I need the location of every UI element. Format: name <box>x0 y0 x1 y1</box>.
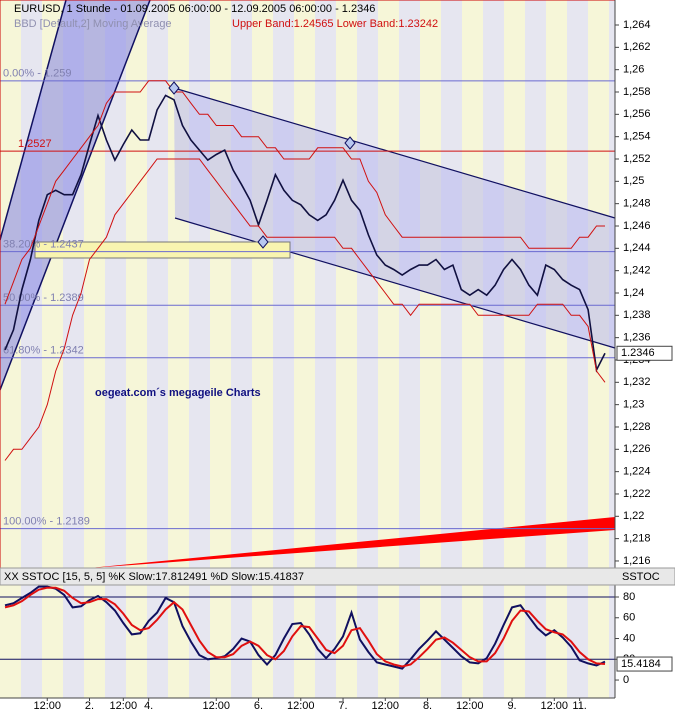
session-stripe <box>357 0 378 698</box>
session-stripe <box>84 0 105 698</box>
x-tick-label: 8. <box>423 700 432 712</box>
falling-channel <box>174 88 615 348</box>
session-stripe <box>546 0 567 698</box>
series-line <box>4 585 606 670</box>
channel-line <box>174 217 616 349</box>
marker <box>168 81 180 95</box>
level-label: 1.2527 <box>18 138 52 150</box>
series-line <box>4 80 605 305</box>
session-stripe <box>252 0 273 698</box>
session-stripe <box>483 0 504 698</box>
y-tick-label: 1,24 <box>623 287 644 299</box>
x-tick-label: 12:00 <box>110 700 138 712</box>
session-stripe <box>315 0 336 698</box>
series-line <box>4 94 606 373</box>
last-value-label: 1.2346 <box>621 347 655 359</box>
session-stripe <box>588 0 609 698</box>
x-tick-label: 12:00 <box>203 700 231 712</box>
session-stripe <box>441 0 462 698</box>
x-tick-label: 12:00 <box>456 700 484 712</box>
last-value-box <box>616 656 673 672</box>
y-tick-label: 40 <box>623 632 635 644</box>
level-label: 50.00% - 1.2389 <box>3 292 84 304</box>
last-value-label: 15.4184 <box>621 658 661 670</box>
level-label: 0.00% - 1.259 <box>3 68 72 80</box>
y-tick-label: 1,246 <box>623 220 651 232</box>
x-tick-label: 9. <box>507 700 516 712</box>
x-tick-label: 6. <box>254 700 263 712</box>
y-tick-label: 1,218 <box>623 533 651 545</box>
y-tick-label: 1,236 <box>623 332 651 344</box>
series-line <box>4 158 606 461</box>
session-stripe <box>273 0 294 698</box>
channel-line <box>0 0 151 391</box>
plot: 0.00% - 1.259 1.2527 38.20% - 1.2437 50.00%… <box>0 68 615 670</box>
y-tick-label: 1,226 <box>623 443 651 455</box>
subtitle: BBD [Default,2] Moving Average <box>14 18 172 30</box>
x-tick-label: 12:00 <box>287 700 315 712</box>
last-value-box <box>616 345 673 361</box>
level-label: 38.20% - 1.2437 <box>3 239 84 251</box>
chart-title: EURUSD, 1 Stunde - 01.09.2005 06:00:00 -… <box>14 3 375 15</box>
session-stripe <box>567 0 588 698</box>
marker <box>344 136 356 150</box>
indicator-header <box>0 567 675 586</box>
y-tick-label: 1,244 <box>623 242 651 254</box>
x-tick-label: 12:00 <box>33 700 61 712</box>
session-stripe <box>126 0 147 698</box>
session-stripe <box>378 0 399 698</box>
session-stripe <box>105 0 126 698</box>
x-tick-label: 12:00 <box>541 700 569 712</box>
x-tick-label: 2. <box>85 700 94 712</box>
y-tick-label: 1,262 <box>623 41 651 53</box>
x-tick-label: 11. <box>572 700 586 712</box>
session-stripe <box>609 0 615 698</box>
session-stripe <box>231 0 252 698</box>
level-label: 100.00% - 1.2189 <box>3 515 90 527</box>
session-stripe <box>336 0 357 698</box>
session-stripe <box>420 0 441 698</box>
highlight-box <box>34 241 291 259</box>
y-tick-label: 1,23 <box>623 399 644 411</box>
marker <box>257 235 269 249</box>
session-stripe <box>147 0 168 698</box>
y-tick-label: 1,248 <box>623 198 651 210</box>
y-tick-label: 1,228 <box>623 421 651 433</box>
y-tick-label: 1,222 <box>623 488 651 500</box>
x-tick-label: 4. <box>144 700 153 712</box>
y-tick-label: 1,242 <box>623 265 651 277</box>
y-tick-label: 1,232 <box>623 376 651 388</box>
y-tick-label: 1,254 <box>623 131 651 143</box>
session-stripe <box>462 0 483 698</box>
y-tick-label: 1,258 <box>623 86 651 98</box>
series-line <box>4 586 606 668</box>
channel-line <box>0 0 67 241</box>
y-tick-label: 1,264 <box>623 19 651 31</box>
y-tick-label: 1,22 <box>623 510 644 522</box>
session-stripe <box>399 0 420 698</box>
y-tick-label: 1,256 <box>623 108 651 120</box>
indicator-axis-label: SSTOC <box>622 571 660 583</box>
session-stripe <box>504 0 525 698</box>
session-stripe <box>294 0 315 698</box>
y-tick-label: 1,216 <box>623 555 651 567</box>
y-tick-label: 1,26 <box>623 64 644 76</box>
channel-line <box>173 87 616 219</box>
y-tick-label: 80 <box>623 591 635 603</box>
band-text: Upper Band:1.24565 Lower Band:1.23242 <box>232 18 438 30</box>
y-tick-label: 1,224 <box>623 466 651 478</box>
x-tick-label: 12:00 <box>372 700 400 712</box>
session-stripe <box>525 0 546 698</box>
y-tick-label: 1,25 <box>623 175 644 187</box>
annotation: oegeat.com´s megageile Charts <box>95 387 261 399</box>
y-tick-label: 0 <box>623 674 629 686</box>
trend-wedge <box>90 517 615 568</box>
level-label: 61.80% - 1.2342 <box>3 345 84 357</box>
y-tick-label: 1,252 <box>623 153 651 165</box>
y-tick-label: 60 <box>623 612 635 624</box>
x-tick-label: 7. <box>338 700 347 712</box>
indicator-title: XX SSTOC [15, 5, 5] %K Slow:17.812491 %D… <box>4 571 304 583</box>
y-tick-label: 1,238 <box>623 309 651 321</box>
